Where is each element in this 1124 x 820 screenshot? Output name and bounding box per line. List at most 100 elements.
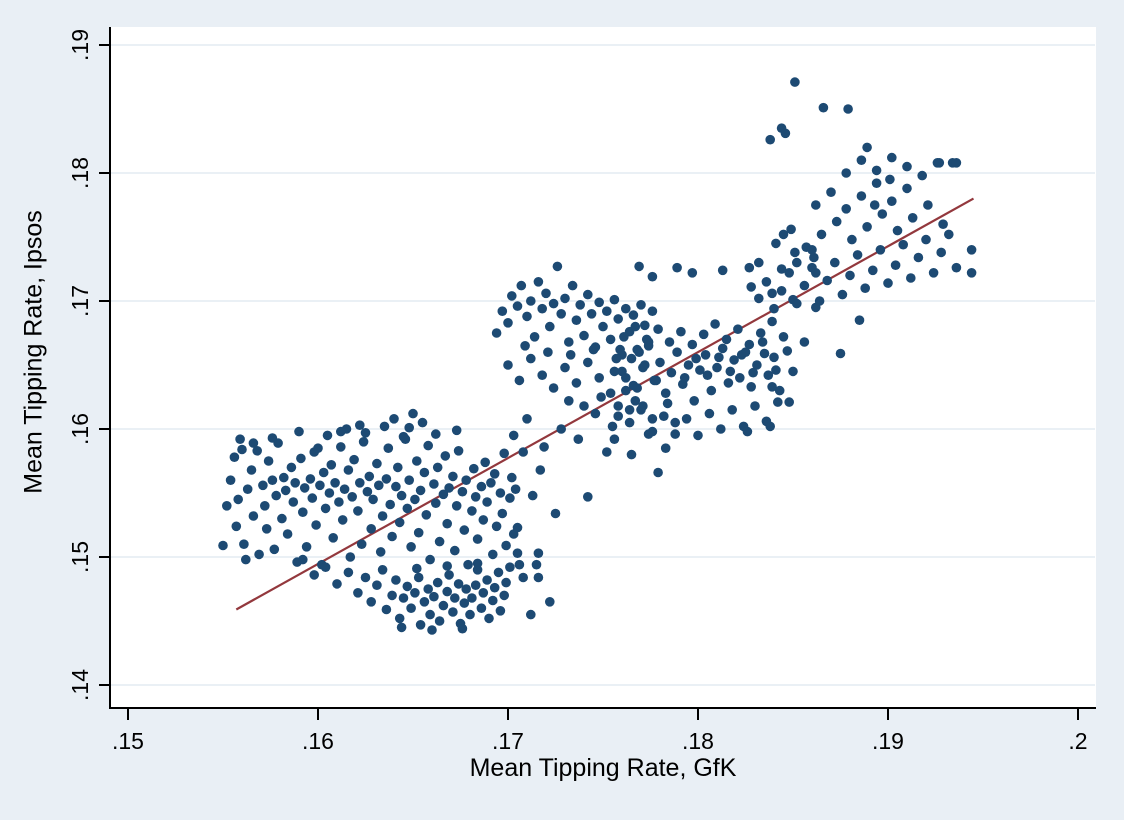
data-point	[271, 490, 282, 501]
data-point	[575, 300, 585, 310]
data-point	[394, 613, 405, 624]
data-point	[843, 104, 853, 114]
data-point	[700, 350, 711, 360]
data-point	[225, 475, 236, 486]
data-point	[814, 296, 825, 306]
data-point	[518, 572, 528, 583]
data-point	[626, 353, 637, 364]
data-point	[512, 522, 523, 533]
data-point	[672, 262, 682, 273]
data-point	[410, 588, 420, 598]
data-point	[847, 234, 857, 245]
data-point	[442, 518, 453, 529]
data-point	[520, 341, 530, 351]
data-point	[687, 268, 698, 278]
data-point	[545, 597, 555, 607]
data-point	[508, 430, 519, 441]
data-point	[434, 536, 445, 547]
data-point	[588, 344, 599, 355]
data-point	[845, 270, 855, 281]
data-point	[626, 449, 637, 460]
data-point	[887, 196, 897, 206]
data-point	[660, 388, 671, 399]
data-point	[503, 318, 513, 328]
data-point	[246, 465, 257, 475]
data-point	[556, 309, 566, 319]
data-point	[328, 533, 339, 543]
data-point	[799, 280, 810, 291]
data-point	[470, 492, 481, 502]
data-point	[239, 539, 249, 549]
x-tick-label: .19	[872, 728, 904, 754]
data-point	[902, 161, 912, 172]
data-point	[611, 353, 622, 364]
x-tick-label: .17	[492, 728, 524, 754]
data-point	[792, 257, 802, 268]
data-point	[736, 350, 747, 360]
data-point	[438, 489, 449, 500]
data-point	[404, 475, 415, 486]
data-point	[516, 280, 527, 291]
data-point	[877, 209, 888, 219]
data-point	[856, 191, 867, 201]
data-point	[545, 321, 555, 332]
data-point	[375, 547, 386, 557]
data-point	[379, 421, 390, 432]
data-point	[809, 252, 819, 263]
data-point	[499, 590, 510, 601]
data-point	[448, 471, 458, 482]
data-point	[480, 457, 491, 468]
data-point	[583, 357, 593, 368]
data-point	[465, 609, 475, 620]
data-point	[564, 396, 574, 406]
data-point	[748, 367, 758, 378]
data-point	[501, 540, 511, 551]
data-point	[305, 474, 316, 484]
data-point	[296, 453, 306, 464]
data-point	[410, 494, 420, 505]
data-point	[856, 155, 867, 165]
data-point	[364, 471, 375, 482]
data-point	[771, 365, 781, 375]
y-tick-label: .15	[67, 541, 93, 573]
data-point	[389, 414, 399, 424]
data-point	[374, 480, 384, 491]
data-point	[807, 262, 817, 273]
data-point	[307, 493, 318, 503]
y-axis-title: Mean Tipping Rate, Ipsos	[19, 210, 48, 494]
data-point	[461, 584, 472, 594]
data-point	[712, 362, 722, 373]
data-point	[396, 622, 407, 633]
data-point	[541, 288, 551, 299]
data-point	[450, 545, 460, 556]
data-point	[337, 515, 348, 525]
data-point	[921, 234, 931, 245]
data-point	[662, 398, 673, 409]
data-point	[693, 430, 703, 441]
data-point	[638, 362, 648, 373]
data-point	[412, 563, 422, 574]
data-point	[906, 273, 916, 283]
data-point	[898, 239, 908, 250]
data-point	[499, 448, 510, 459]
data-point	[486, 478, 496, 488]
data-point	[457, 486, 468, 497]
data-point	[398, 593, 409, 603]
data-point	[423, 584, 434, 594]
data-point	[698, 329, 709, 340]
data-point	[776, 286, 787, 296]
data-point	[385, 499, 396, 510]
data-point	[936, 247, 946, 258]
data-point	[324, 488, 335, 498]
data-point	[431, 498, 441, 509]
y-tick-label: .16	[67, 413, 93, 445]
data-point	[332, 579, 342, 589]
data-point	[267, 475, 278, 486]
data-point	[757, 337, 768, 347]
data-point	[721, 334, 732, 345]
data-point	[510, 484, 521, 495]
data-point	[934, 158, 945, 168]
data-point	[522, 311, 532, 322]
data-point	[396, 490, 407, 501]
data-point	[231, 521, 242, 532]
